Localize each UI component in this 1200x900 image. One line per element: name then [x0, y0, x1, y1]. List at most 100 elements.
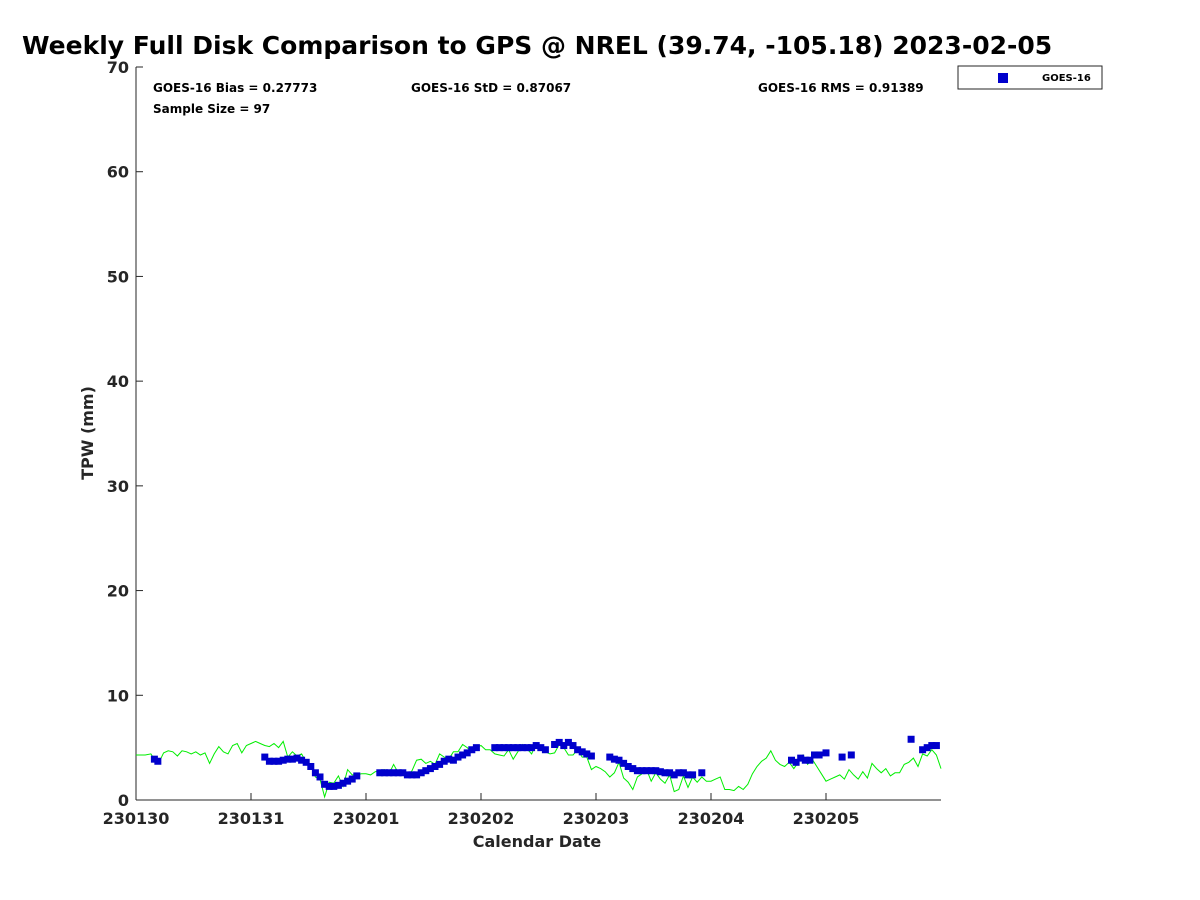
data-point-goes16: [344, 777, 352, 785]
data-point-goes16: [633, 767, 641, 775]
data-point-goes16: [436, 760, 444, 768]
data-point-goes16: [298, 756, 306, 764]
data-point-goes16: [652, 767, 660, 775]
data-point-goes16: [932, 742, 940, 750]
data-point-goes16: [564, 738, 572, 746]
data-point-goes16: [689, 771, 697, 779]
series-layer: [136, 735, 942, 799]
sample-size-stat: Sample Size = 97: [153, 102, 270, 116]
data-point-goes16: [822, 749, 830, 757]
data-point-goes16: [624, 762, 632, 770]
data-point-goes16: [325, 782, 333, 790]
x-tick-label: 230204: [678, 809, 745, 828]
data-point-goes16: [279, 756, 287, 764]
data-point-goes16: [583, 750, 591, 758]
data-point-goes16: [394, 769, 402, 777]
data-point-goes16: [923, 744, 931, 752]
data-point-goes16: [661, 769, 669, 777]
x-tick-label: 230201: [333, 809, 400, 828]
data-point-goes16: [523, 744, 531, 752]
data-point-goes16: [578, 748, 586, 756]
x-ticks: 230130 230131 230201 230202 230203 230204 2302…: [103, 793, 860, 828]
data-point-goes16: [509, 744, 517, 752]
y-tick-label: 10: [107, 686, 129, 705]
data-point-goes16: [491, 744, 499, 752]
data-point-goes16: [334, 781, 342, 789]
data-point-goes16: [422, 767, 430, 775]
data-point-goes16: [792, 758, 800, 766]
data-point-goes16: [154, 757, 162, 765]
legend-label-goes16: GOES-16: [1042, 73, 1091, 84]
x-axis-label: Calendar Date: [473, 832, 602, 851]
x-tick-label: 230203: [563, 809, 630, 828]
data-point-goes16: [838, 753, 846, 761]
legend: GOES-16: [957, 65, 1103, 90]
data-point-goes16: [385, 769, 393, 777]
data-point-goes16: [675, 769, 683, 777]
data-point-goes16: [431, 762, 439, 770]
data-point-goes16: [408, 771, 416, 779]
data-point-goes16: [293, 754, 301, 762]
data-point-goes16: [399, 769, 407, 777]
data-point-goes16: [684, 771, 692, 779]
data-point-goes16: [390, 769, 398, 777]
data-point-goes16: [380, 769, 388, 777]
x-tick-label: 230205: [793, 809, 860, 828]
data-point-goes16: [265, 757, 273, 765]
data-point-goes16: [376, 769, 384, 777]
data-point-goes16: [647, 767, 655, 775]
data-point-goes16: [445, 755, 453, 763]
data-point-goes16: [670, 771, 678, 779]
data-point-goes16: [330, 782, 338, 790]
data-point-goes16: [815, 751, 823, 759]
y-tick-label: 20: [107, 582, 129, 601]
data-point-goes16: [413, 771, 421, 779]
data-point-goes16: [555, 738, 563, 746]
rms-stat: GOES-16 RMS = 0.91389: [758, 81, 924, 95]
data-point-goes16: [518, 744, 526, 752]
data-point-goes16: [339, 779, 347, 787]
data-point-goes16: [472, 744, 480, 752]
data-point-goes16: [307, 762, 315, 770]
data-point-goes16: [348, 775, 356, 783]
data-point-goes16: [801, 756, 809, 764]
y-ticks: 0 10 20 30 40 50 60 70: [107, 58, 143, 810]
data-point-goes16: [574, 746, 582, 754]
x-tick-label: 230130: [103, 809, 170, 828]
data-point-goes16: [928, 742, 936, 750]
data-point-goes16: [440, 757, 448, 765]
data-point-goes16: [537, 744, 545, 752]
data-point-goes16: [426, 765, 434, 773]
data-point-goes16: [806, 756, 814, 764]
data-point-goes16: [643, 767, 651, 775]
y-tick-label: 70: [107, 58, 129, 77]
data-point-goes16: [638, 767, 646, 775]
data-point-goes16: [587, 752, 595, 760]
y-tick-label: 50: [107, 267, 129, 286]
data-point-goes16: [261, 753, 269, 761]
data-point-goes16: [629, 765, 637, 773]
plot-area: 0 10 20 30 40 50 60 70 230130 230131 230201 230202…: [103, 58, 942, 828]
data-point-goes16: [788, 756, 795, 764]
data-point-goes16: [495, 744, 503, 752]
data-point-goes16: [417, 769, 425, 777]
data-point-goes16: [403, 771, 411, 779]
data-point-goes16: [311, 769, 319, 777]
data-point-goes16: [656, 768, 664, 776]
std-stat: GOES-16 StD = 0.87067: [411, 81, 571, 95]
data-point-goes16: [302, 758, 310, 766]
data-point-goes16: [606, 753, 614, 761]
data-point-goes16: [463, 749, 471, 757]
data-point-goes16: [459, 751, 467, 759]
data-point-goes16: [353, 772, 361, 780]
data-point-goes16: [847, 751, 855, 759]
data-point-goes16: [620, 759, 628, 767]
x-tick-label: 230131: [218, 809, 285, 828]
data-point-goes16: [514, 744, 522, 752]
y-axis-label: TPW (mm): [78, 386, 97, 480]
data-point-goes16: [551, 741, 559, 749]
data-point-goes16: [528, 744, 536, 752]
data-point-goes16: [275, 757, 283, 765]
data-point-goes16: [288, 755, 296, 763]
